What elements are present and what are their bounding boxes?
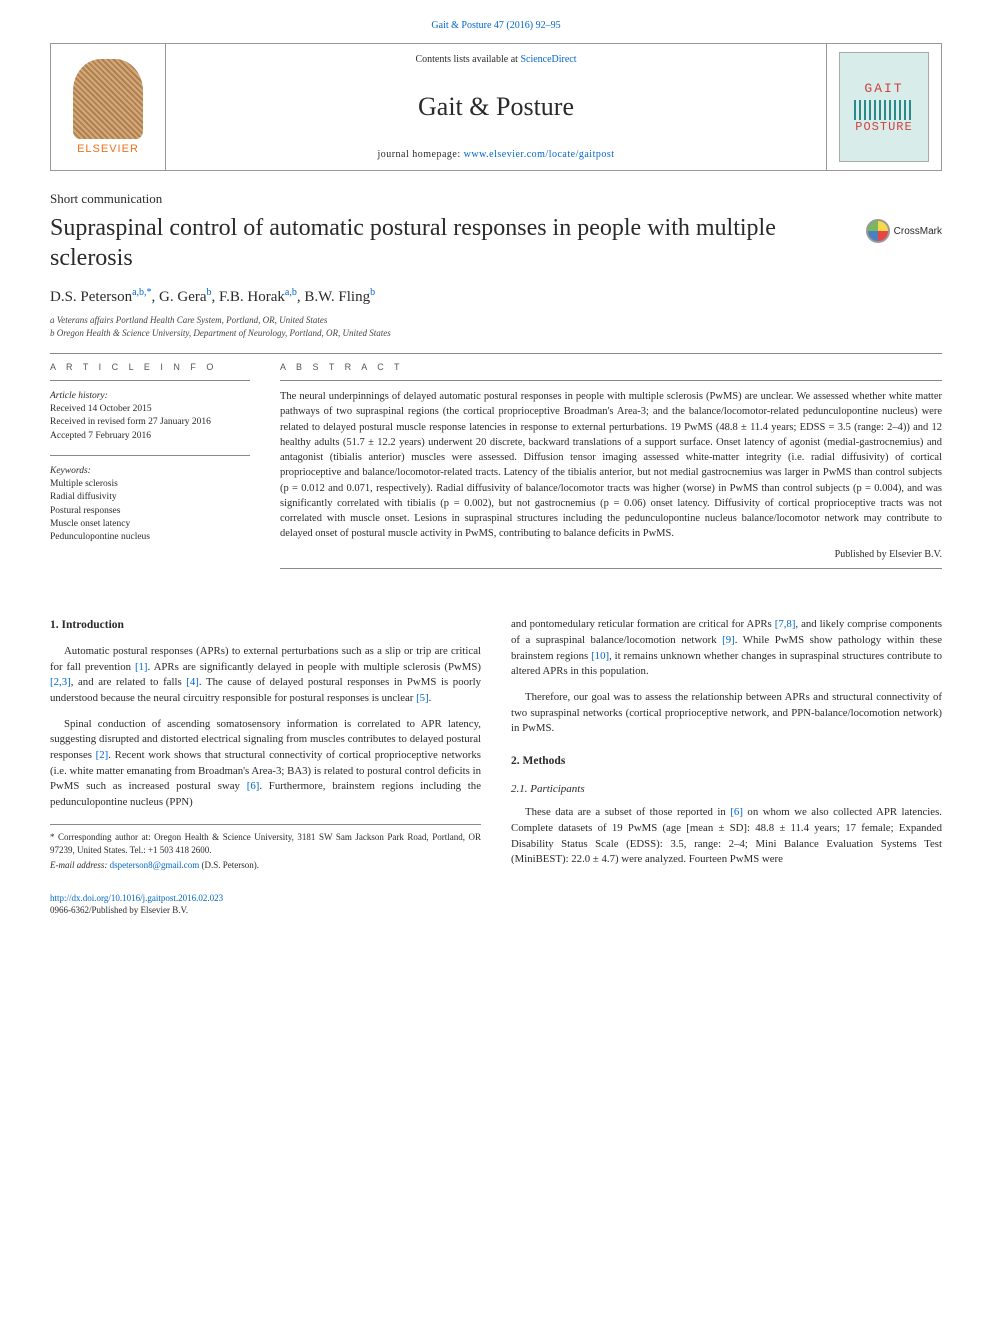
ref-23[interactable]: [2,3] bbox=[50, 676, 71, 688]
ref-4[interactable]: [4] bbox=[186, 676, 199, 688]
affiliations: a Veterans affairs Portland Health Care … bbox=[50, 314, 942, 339]
article-info-col: A R T I C L E I N F O Article history: R… bbox=[50, 362, 250, 577]
publisher-logo-cell: ELSEVIER bbox=[51, 44, 166, 170]
contents-pre: Contents lists available at bbox=[415, 54, 520, 65]
published-by: Published by Elsevier B.V. bbox=[280, 549, 942, 560]
cover-bars-icon bbox=[854, 100, 914, 120]
rule-abs-2 bbox=[280, 568, 942, 569]
article-title: Supraspinal control of automatic postura… bbox=[50, 213, 790, 273]
rule-info-1 bbox=[50, 380, 250, 381]
para-2: Spinal conduction of ascending somatosen… bbox=[50, 717, 481, 811]
history-heading: Article history: bbox=[50, 391, 250, 401]
affiliation-a: a Veterans affairs Portland Health Care … bbox=[50, 314, 942, 327]
homepage-pre: journal homepage: bbox=[377, 149, 463, 160]
corresponding-footnote: * Corresponding author at: Oregon Health… bbox=[50, 831, 481, 856]
article-info-label: A R T I C L E I N F O bbox=[50, 362, 250, 372]
authors-line: D.S. Petersona,b,*, G. Gerab, F.B. Horak… bbox=[50, 287, 942, 306]
rule-info-2 bbox=[50, 455, 250, 456]
crossmark-icon bbox=[866, 219, 890, 243]
journal-title: Gait & Posture bbox=[176, 92, 816, 122]
keywords-heading: Keywords: bbox=[50, 466, 250, 476]
title-row: Supraspinal control of automatic postura… bbox=[50, 213, 942, 287]
crumb-link[interactable]: Gait & Posture 47 (2016) 92–95 bbox=[431, 20, 560, 31]
homepage-link[interactable]: www.elsevier.com/locate/gaitpost bbox=[464, 149, 615, 160]
article-type: Short communication bbox=[50, 191, 942, 207]
rule-abs-1 bbox=[280, 380, 942, 381]
history-lines: Received 14 October 2015 Received in rev… bbox=[50, 403, 250, 443]
abstract-text: The neural underpinnings of delayed auto… bbox=[280, 389, 942, 541]
cover-posture-text: POSTURE bbox=[855, 120, 912, 134]
crossmark-badge[interactable]: CrossMark bbox=[866, 219, 942, 243]
section-2-1-heading: 2.1. Participants bbox=[511, 782, 942, 798]
email-footnote: E-mail address: dspeterson8@gmail.com (D… bbox=[50, 859, 481, 872]
para-4: These data are a subset of those reporte… bbox=[511, 805, 942, 868]
elsevier-wordmark: ELSEVIER bbox=[77, 143, 139, 155]
author-3: , F.B. Horak bbox=[212, 289, 285, 305]
author-3-aff[interactable]: a,b bbox=[285, 287, 297, 298]
para-3: Therefore, our goal was to assess the re… bbox=[511, 690, 942, 737]
email-post: (D.S. Peterson). bbox=[199, 860, 259, 870]
journal-header-box: ELSEVIER Contents lists available at Sci… bbox=[50, 43, 942, 171]
doi-block: http://dx.doi.org/10.1016/j.gaitpost.201… bbox=[50, 892, 942, 917]
author-1: D.S. Peterson bbox=[50, 289, 132, 305]
contents-line: Contents lists available at ScienceDirec… bbox=[176, 54, 816, 65]
abstract-col: A B S T R A C T The neural underpinnings… bbox=[280, 362, 942, 577]
copyright-line: 0966-6362/Published by Elsevier B.V. bbox=[50, 905, 188, 915]
journal-cover-cell: GAIT POSTURE bbox=[826, 44, 941, 170]
rule-top bbox=[50, 353, 942, 354]
ref-6a[interactable]: [6] bbox=[247, 780, 260, 792]
keywords-lines: Multiple sclerosis Radial diffusivity Po… bbox=[50, 478, 250, 544]
ref-2a[interactable]: [2] bbox=[96, 749, 109, 761]
page-header-crumb: Gait & Posture 47 (2016) 92–95 bbox=[50, 20, 942, 31]
section-1-heading: 1. Introduction bbox=[50, 617, 481, 634]
ref-9[interactable]: [9] bbox=[722, 634, 735, 646]
journal-header-center: Contents lists available at ScienceDirec… bbox=[166, 44, 826, 170]
homepage-line: journal homepage: www.elsevier.com/locat… bbox=[176, 149, 816, 160]
journal-cover-icon: GAIT POSTURE bbox=[839, 52, 929, 162]
sciencedirect-link[interactable]: ScienceDirect bbox=[520, 54, 576, 65]
crossmark-text: CrossMark bbox=[894, 226, 942, 237]
doi-link[interactable]: http://dx.doi.org/10.1016/j.gaitpost.201… bbox=[50, 893, 223, 903]
footnote-block: * Corresponding author at: Oregon Health… bbox=[50, 824, 481, 871]
author-1-aff[interactable]: a,b, bbox=[132, 287, 146, 298]
email-label: E-mail address: bbox=[50, 860, 110, 870]
ref-78[interactable]: [7,8] bbox=[775, 618, 796, 630]
author-4-aff[interactable]: b bbox=[370, 287, 375, 298]
para-1: Automatic postural responses (APRs) to e… bbox=[50, 644, 481, 707]
ref-1[interactable]: [1] bbox=[135, 661, 148, 673]
affiliation-b: b Oregon Health & Science University, De… bbox=[50, 327, 942, 340]
author-4: , B.W. Fling bbox=[297, 289, 370, 305]
section-2-heading: 2. Methods bbox=[511, 753, 942, 770]
ref-5[interactable]: [5] bbox=[416, 692, 429, 704]
elsevier-tree-icon bbox=[73, 59, 143, 139]
body-columns: 1. Introduction Automatic postural respo… bbox=[50, 617, 942, 875]
para-2-cont: and pontomedulary reticular formation ar… bbox=[511, 617, 942, 680]
author-2: , G. Gera bbox=[152, 289, 207, 305]
cover-gait-text: GAIT bbox=[864, 81, 903, 96]
email-link[interactable]: dspeterson8@gmail.com bbox=[110, 860, 200, 870]
info-abstract-row: A R T I C L E I N F O Article history: R… bbox=[50, 362, 942, 577]
abstract-label: A B S T R A C T bbox=[280, 362, 942, 372]
ref-10[interactable]: [10] bbox=[591, 650, 609, 662]
ref-6b[interactable]: [6] bbox=[730, 806, 743, 818]
